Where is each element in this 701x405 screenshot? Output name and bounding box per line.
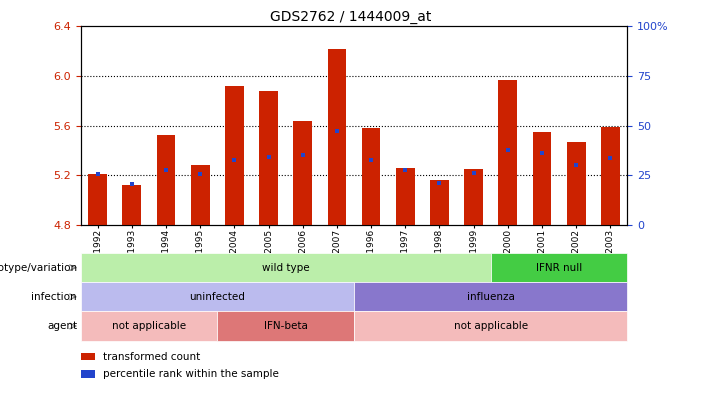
- Text: percentile rank within the sample: percentile rank within the sample: [104, 369, 279, 379]
- Text: uninfected: uninfected: [189, 292, 245, 302]
- Bar: [498, 80, 517, 225]
- Bar: [396, 168, 415, 225]
- Bar: [354, 311, 627, 341]
- Text: IFNR null: IFNR null: [536, 263, 582, 273]
- Bar: [259, 91, 278, 225]
- Bar: [327, 49, 346, 225]
- Bar: [354, 282, 627, 311]
- Bar: [491, 253, 627, 282]
- Bar: [156, 136, 175, 225]
- Text: infection: infection: [32, 292, 77, 302]
- Bar: [362, 128, 381, 225]
- Text: influenza: influenza: [467, 292, 515, 302]
- Text: agent: agent: [47, 321, 77, 331]
- Bar: [81, 370, 95, 377]
- Bar: [191, 165, 210, 225]
- Bar: [430, 180, 449, 225]
- Text: wild type: wild type: [262, 263, 309, 273]
- Bar: [81, 311, 217, 341]
- Text: not applicable: not applicable: [454, 321, 528, 331]
- Text: transformed count: transformed count: [104, 352, 200, 362]
- Text: not applicable: not applicable: [112, 321, 186, 331]
- Text: GDS2762 / 1444009_at: GDS2762 / 1444009_at: [270, 10, 431, 24]
- Text: IFN-beta: IFN-beta: [264, 321, 308, 331]
- Bar: [123, 185, 142, 225]
- Bar: [81, 353, 95, 360]
- Bar: [88, 174, 107, 225]
- Bar: [601, 127, 620, 225]
- Bar: [533, 132, 552, 225]
- Bar: [464, 169, 483, 225]
- Text: genotype/variation: genotype/variation: [0, 263, 77, 273]
- Bar: [293, 121, 312, 225]
- Bar: [566, 142, 585, 225]
- Bar: [217, 311, 354, 341]
- Bar: [81, 253, 491, 282]
- Bar: [81, 282, 354, 311]
- Bar: [225, 86, 244, 225]
